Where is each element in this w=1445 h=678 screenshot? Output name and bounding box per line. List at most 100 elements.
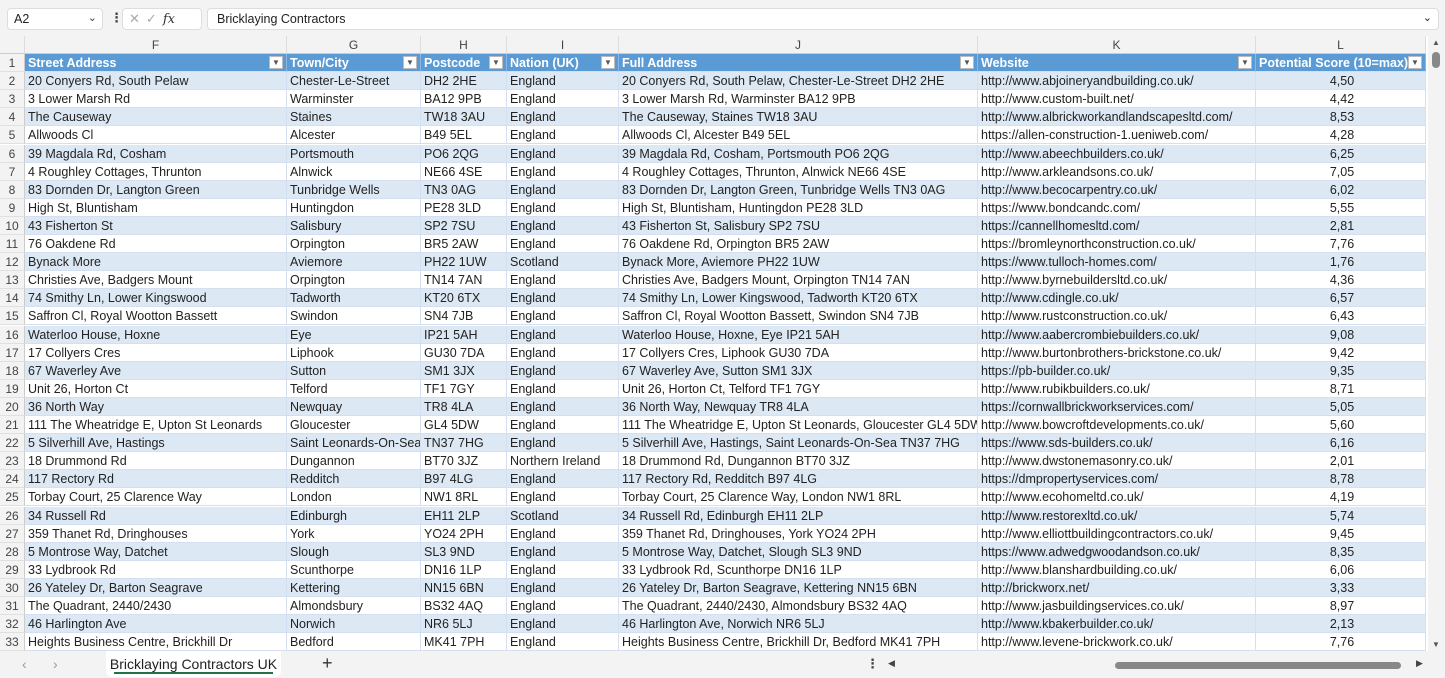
cell-street-address[interactable]: Saffron Cl, Royal Wootton Bassett (25, 307, 287, 326)
scroll-down-icon[interactable]: ▼ (1432, 640, 1440, 649)
cell-town-city[interactable]: Chester-Le-Street (287, 72, 421, 91)
cell-full-address[interactable]: The Quadrant, 2440/2430, Almondsbury BS3… (619, 597, 978, 616)
cell-town-city[interactable]: Tunbridge Wells (287, 180, 421, 199)
cancel-icon[interactable]: ✕ (129, 11, 146, 26)
name-box[interactable]: A2 ⌄ (7, 8, 103, 30)
cell-street-address[interactable]: 18 Drummond Rd (25, 452, 287, 471)
cell-street-address[interactable]: Allwoods Cl (25, 126, 287, 145)
filter-dropdown-icon[interactable]: ▼ (601, 56, 615, 69)
cell-postcode[interactable]: IP21 5AH (421, 325, 507, 344)
cell-town-city[interactable]: Alnwick (287, 162, 421, 181)
cell-nation[interactable]: England (507, 578, 619, 597)
cell-website[interactable]: https://dmpropertyservices.com/ (978, 470, 1256, 489)
cell-potential-score[interactable]: 8,78 (1256, 470, 1426, 489)
cell-potential-score[interactable]: 6,25 (1256, 144, 1426, 163)
cell-street-address[interactable]: Torbay Court, 25 Clarence Way (25, 488, 287, 507)
cell-website[interactable]: https://www.tulloch-homes.com/ (978, 253, 1256, 272)
cell-postcode[interactable]: KT20 6TX (421, 289, 507, 308)
cell-full-address[interactable]: Heights Business Centre, Brickhill Dr, B… (619, 633, 978, 651)
cell-potential-score[interactable]: 8,53 (1256, 108, 1426, 127)
cell-town-city[interactable]: Dungannon (287, 452, 421, 471)
cell-nation[interactable]: England (507, 198, 619, 217)
cell-website[interactable]: http://www.rubikbuilders.co.uk/ (978, 379, 1256, 398)
cell-nation[interactable]: England (507, 597, 619, 616)
column-header-J[interactable]: J (619, 36, 978, 54)
row-number[interactable]: 4 (0, 108, 25, 127)
cell-nation[interactable]: England (507, 560, 619, 579)
vertical-scrollbar[interactable]: ▲ ▼ (1428, 36, 1445, 651)
cell-street-address[interactable]: High St, Bluntisham (25, 198, 287, 217)
cell-postcode[interactable]: PE28 3LD (421, 198, 507, 217)
scroll-right-icon[interactable]: ▶ (1416, 658, 1423, 668)
cell-full-address[interactable]: 111 The Wheatridge E, Upton St Leonards,… (619, 416, 978, 435)
cell-street-address[interactable]: 34 Russell Rd (25, 506, 287, 525)
row-number[interactable]: 18 (0, 361, 25, 380)
cell-potential-score[interactable]: 9,45 (1256, 524, 1426, 543)
cell-potential-score[interactable]: 6,16 (1256, 434, 1426, 453)
cell-full-address[interactable]: 5 Silverhill Ave, Hastings, Saint Leonar… (619, 434, 978, 453)
cell-nation[interactable]: England (507, 90, 619, 109)
cell-nation[interactable]: England (507, 126, 619, 145)
cell-full-address[interactable]: 4 Roughley Cottages, Thrunton, Alnwick N… (619, 162, 978, 181)
cell-street-address[interactable]: The Quadrant, 2440/2430 (25, 597, 287, 616)
cell-full-address[interactable]: 36 North Way, Newquay TR8 4LA (619, 397, 978, 416)
row-number[interactable]: 20 (0, 397, 25, 416)
cell-full-address[interactable]: Unit 26, Horton Ct, Telford TF1 7GY (619, 379, 978, 398)
cell-postcode[interactable]: GU30 7DA (421, 343, 507, 362)
cell-website[interactable]: http://www.dwstonemasonry.co.uk/ (978, 452, 1256, 471)
cell-nation[interactable]: England (507, 633, 619, 651)
cell-nation[interactable]: England (507, 289, 619, 308)
cell-full-address[interactable]: 34 Russell Rd, Edinburgh EH11 2LP (619, 506, 978, 525)
cell-nation[interactable]: England (507, 325, 619, 344)
cell-town-city[interactable]: Almondsbury (287, 597, 421, 616)
cell-nation[interactable]: England (507, 524, 619, 543)
cell-potential-score[interactable]: 6,57 (1256, 289, 1426, 308)
cell-website[interactable]: https://cornwallbrickworkservices.com/ (978, 397, 1256, 416)
cell-town-city[interactable]: Norwich (287, 615, 421, 634)
spreadsheet-grid[interactable]: F G H I J K L 1 Street Address ▼ Town/City ▼ Postcod… (0, 36, 1428, 651)
cell-potential-score[interactable]: 6,02 (1256, 180, 1426, 199)
cell-postcode[interactable]: TN14 7AN (421, 271, 507, 290)
cell-potential-score[interactable]: 8,71 (1256, 379, 1426, 398)
cell-street-address[interactable]: 26 Yateley Dr, Barton Seagrave (25, 578, 287, 597)
row-number[interactable]: 32 (0, 615, 25, 634)
cell-website[interactable]: http://www.custom-built.net/ (978, 90, 1256, 109)
more-options-icon[interactable]: ⋮ (110, 10, 123, 25)
cell-town-city[interactable]: Bedford (287, 633, 421, 651)
header-website[interactable]: Website ▼ (978, 54, 1256, 73)
cell-postcode[interactable]: DN16 1LP (421, 560, 507, 579)
cell-full-address[interactable]: 67 Waverley Ave, Sutton SM1 3JX (619, 361, 978, 380)
row-number[interactable]: 3 (0, 90, 25, 109)
cell-website[interactable]: http://www.levene-brickwork.co.uk/ (978, 633, 1256, 651)
cell-website[interactable]: https://www.bondcandc.com/ (978, 198, 1256, 217)
cell-website[interactable]: http://www.becocarpentry.co.uk/ (978, 180, 1256, 199)
add-sheet-icon[interactable]: + (322, 653, 333, 673)
cell-street-address[interactable]: 111 The Wheatridge E, Upton St Leonards (25, 416, 287, 435)
cell-website[interactable]: https://allen-construction-1.ueniweb.com… (978, 126, 1256, 145)
cell-potential-score[interactable]: 4,28 (1256, 126, 1426, 145)
cell-full-address[interactable]: Bynack More, Aviemore PH22 1UW (619, 253, 978, 272)
more-options-icon[interactable]: ⋮ (866, 656, 879, 671)
sheet-tab-bricklaying-contractors-uk[interactable]: Bricklaying Contractors UK (106, 651, 281, 677)
scroll-thumb[interactable] (1432, 52, 1440, 68)
header-postcode[interactable]: Postcode ▼ (421, 54, 507, 73)
row-number[interactable]: 9 (0, 198, 25, 217)
next-sheet-icon[interactable]: › (53, 656, 58, 672)
cell-nation[interactable]: England (507, 488, 619, 507)
row-number[interactable]: 27 (0, 524, 25, 543)
cell-town-city[interactable]: Eye (287, 325, 421, 344)
horizontal-scroll-thumb[interactable] (1115, 662, 1401, 669)
cell-postcode[interactable]: TR8 4LA (421, 397, 507, 416)
cell-full-address[interactable]: Waterloo House, Hoxne, Eye IP21 5AH (619, 325, 978, 344)
row-number[interactable]: 19 (0, 379, 25, 398)
cell-potential-score[interactable]: 9,42 (1256, 343, 1426, 362)
cell-website[interactable]: http://www.cdingle.co.uk/ (978, 289, 1256, 308)
cell-website[interactable]: http://brickworx.net/ (978, 578, 1256, 597)
cell-potential-score[interactable]: 4,36 (1256, 271, 1426, 290)
cell-street-address[interactable]: 83 Dornden Dr, Langton Green (25, 180, 287, 199)
cell-full-address[interactable]: 20 Conyers Rd, South Pelaw, Chester-Le-S… (619, 72, 978, 91)
cell-town-city[interactable]: Gloucester (287, 416, 421, 435)
cell-town-city[interactable]: Scunthorpe (287, 560, 421, 579)
cell-website[interactable]: http://www.blanshardbuilding.co.uk/ (978, 560, 1256, 579)
cell-potential-score[interactable]: 6,06 (1256, 560, 1426, 579)
